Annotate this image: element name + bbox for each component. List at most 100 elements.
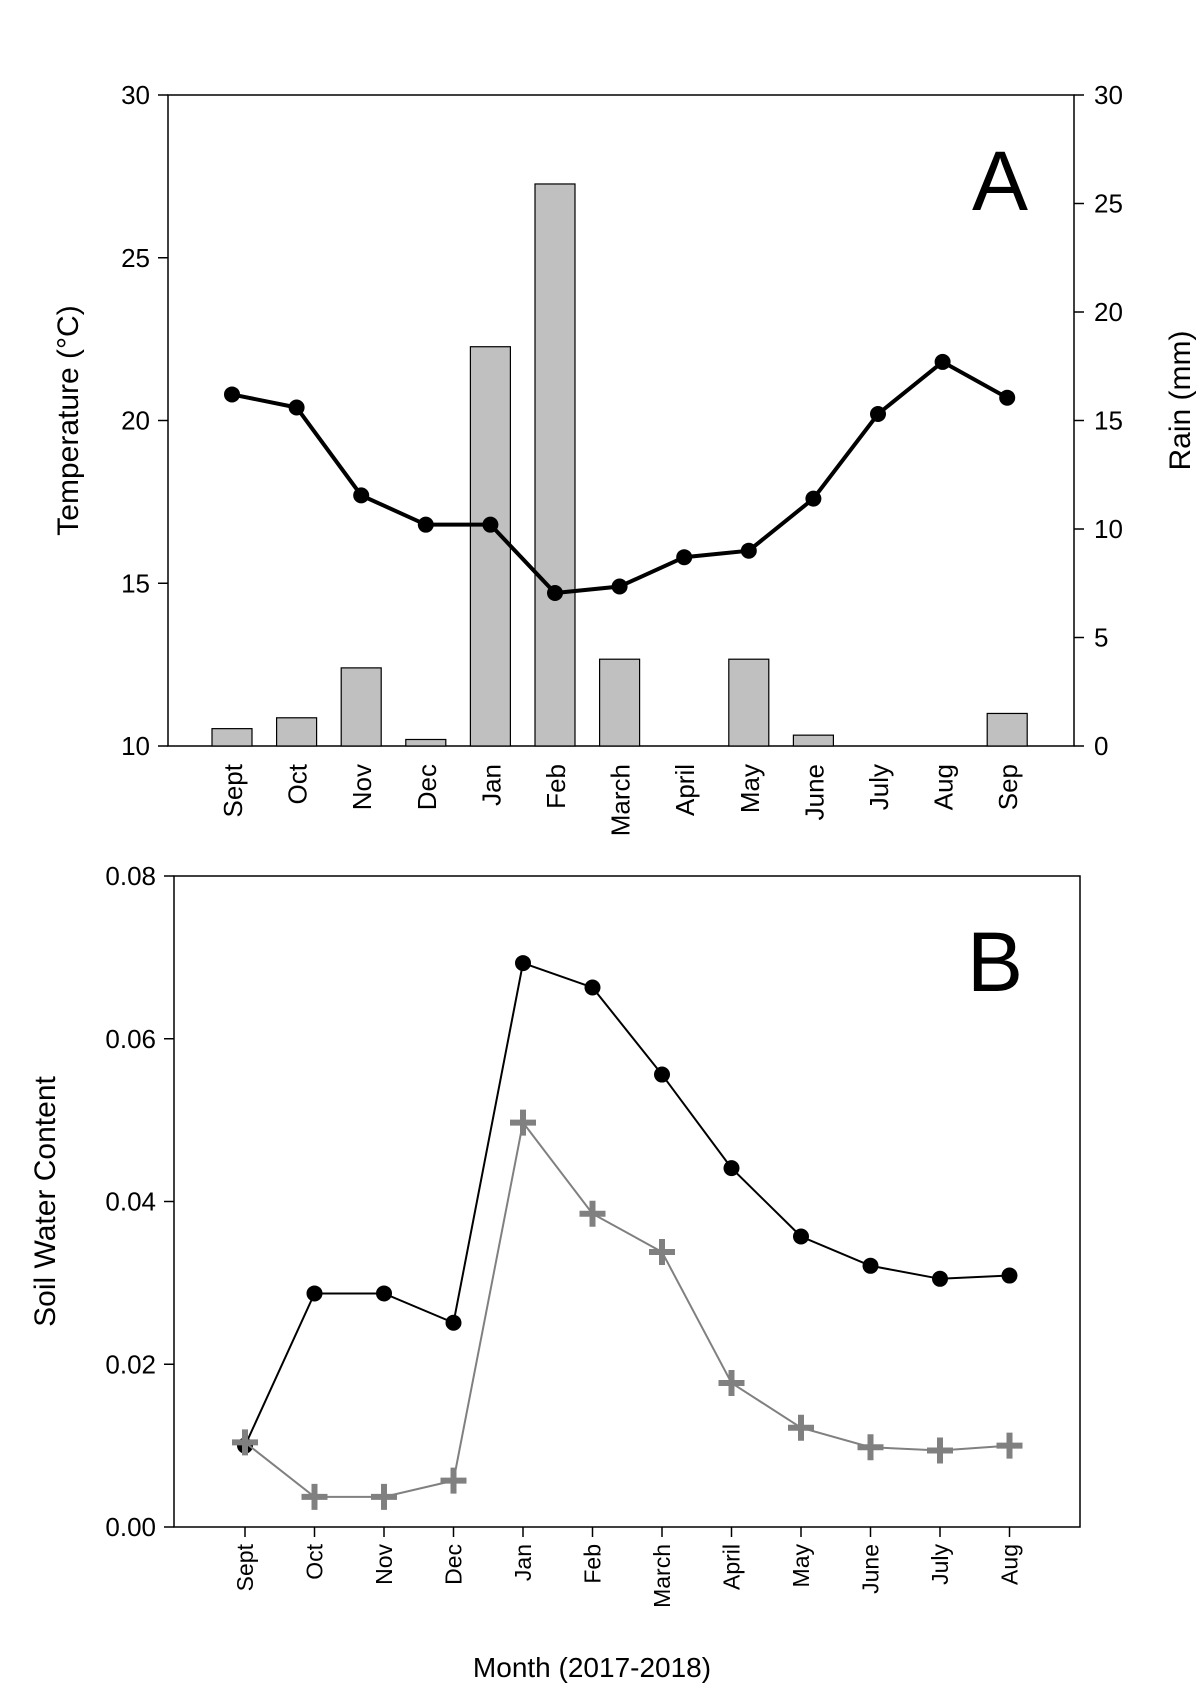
x-tick-label-b: July [927,1544,953,1585]
series-circles-point [654,1066,670,1083]
temperature-point [417,516,434,533]
y-right-tick-label: 30 [1094,80,1123,110]
x-axis-title-b: Month (2017-2018) [473,1652,711,1683]
rain-bar [469,346,511,747]
series-crosses-line [244,1120,1010,1498]
rain-bar [534,183,576,747]
temperature-point [288,399,305,416]
temperature-point [805,490,822,507]
series-crosses-point [927,1437,953,1464]
x-tick-label-a: Sept [218,763,248,817]
series-circles-point [862,1257,879,1274]
plot-frame-b [173,875,1081,1528]
x-tick-label-b: Dec [441,1544,467,1585]
series-crosses-point [371,1483,397,1510]
series-circles-point [723,1160,740,1177]
series-crosses-point [649,1238,675,1265]
y-right-tick-label: 15 [1094,406,1123,436]
series-circles-point [1001,1267,1018,1284]
y-left-tick-label: 15 [121,568,150,598]
series-circles-point [932,1270,948,1287]
panel-letter-b: B [967,915,1023,1009]
temperature-point [353,487,370,504]
series-circles-point [306,1285,323,1302]
x-tick-label-a: March [606,764,636,836]
x-tick-label-b: Sept [232,1543,258,1591]
x-tick-label-a: Dec [412,764,442,810]
temperature-point [611,578,628,595]
x-tick-label-b: Nov [371,1544,397,1585]
rain-bar [792,734,835,747]
temperature-point [934,353,951,370]
y-left-tick-label: 20 [121,406,150,436]
series-crosses-point [996,1432,1023,1459]
temperature-point [999,389,1016,406]
x-tick-label-a: Nov [347,764,377,810]
temperature-line [231,359,1009,596]
series-crosses-point [440,1467,467,1494]
series-circles-line [244,961,1010,1447]
y-left-axis-title: Temperature (°C) [52,305,85,535]
y-tick-label-b: 0.00 [105,1512,156,1542]
x-tick-label-a: July [864,764,894,810]
series-crosses-point [788,1414,814,1441]
y-left-tick-label: 25 [121,243,150,273]
y-right-axis-title: Rain (mm) [1164,331,1197,471]
rain-bar [405,738,447,747]
x-tick-label-a: April [670,764,700,816]
temperature-point [482,516,499,533]
series-circles-point [793,1228,809,1245]
rain-bar [598,658,641,747]
temperature-point [740,542,757,559]
x-tick-label-a: Jan [476,764,506,806]
x-tick-label-b: April [719,1544,745,1590]
series-crosses-point [579,1200,606,1227]
series-circles-point [445,1314,462,1331]
x-tick-label-a: Feb [541,764,571,809]
y-right-tick-label: 0 [1094,731,1108,761]
series-crosses-point [857,1434,884,1461]
series-crosses-point [232,1429,258,1456]
panel-letter-a: A [972,134,1028,228]
y-right-tick-label: 20 [1094,297,1123,327]
y-right-tick-label: 5 [1094,623,1108,653]
y-left-tick-label: 10 [121,731,150,761]
series-crosses-point [510,1109,536,1136]
series-crosses-point [301,1483,328,1510]
temperature-point [676,549,693,566]
y-right-tick-label: 10 [1094,514,1123,544]
y-axis-title-b: Soil Water Content [29,1076,62,1327]
temperature-point [870,405,886,422]
x-tick-label-a: Sep [993,764,1023,810]
y-right-tick-label: 25 [1094,189,1123,219]
x-tick-label-b: Oct [302,1543,328,1579]
y-tick-label-b: 0.08 [105,861,156,891]
y-tick-label-b: 0.06 [105,1024,156,1054]
rain-bar [276,717,318,747]
temperature-point [547,585,563,602]
series-circles-point [376,1285,392,1302]
series-circles-point [584,979,601,996]
x-tick-label-a: June [799,764,829,820]
y-tick-label-b: 0.02 [105,1349,156,1379]
x-tick-label-b: Jan [510,1544,536,1581]
x-tick-label-a: Aug [929,764,959,810]
series-crosses-point [718,1369,745,1396]
rain-bar [728,658,770,747]
x-tick-label-a: Oct [283,763,313,804]
x-tick-label-b: Aug [997,1544,1023,1585]
x-tick-label-a: May [735,764,765,813]
x-tick-label-b: June [858,1544,884,1594]
rain-bar [340,667,382,747]
panel-b: 0.00 0.02 0.04 0.06 0.08 Sept Oct Nov Dec Jan Feb M… [29,861,1081,1683]
temperature-point [224,386,240,403]
rain-bar [211,728,253,747]
x-tick-label-b: March [649,1544,675,1608]
x-tick-label-b: May [788,1544,814,1588]
x-tick-label-b: Feb [580,1544,606,1584]
panel-a: 10 15 20 25 30 0 5 10 15 20 25 30 Temperature (°C) Ra… [52,80,1197,836]
y-left-tick-label: 30 [121,80,150,110]
rain-bar [986,712,1028,747]
series-circles-point [515,955,531,972]
